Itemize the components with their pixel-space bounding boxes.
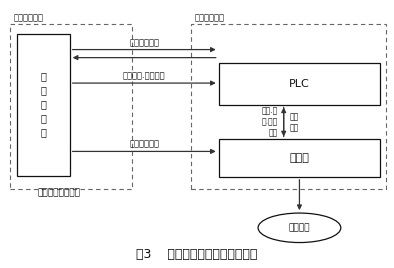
Text: 正转.反
转.复位
信号: 正转.反 转.复位 信号 xyxy=(262,106,278,137)
Text: 手动正向.反向信号: 手动正向.反向信号 xyxy=(123,71,165,80)
Text: PLC: PLC xyxy=(289,79,310,89)
Bar xyxy=(17,34,70,176)
Text: 包
装
操
作
台: 包 装 操 作 台 xyxy=(40,72,46,137)
Bar xyxy=(219,63,380,105)
Text: 变频器: 变频器 xyxy=(290,153,309,163)
Text: 频率调节信号: 频率调节信号 xyxy=(129,140,159,149)
Text: 报警
信号: 报警 信号 xyxy=(290,112,299,132)
Bar xyxy=(10,24,132,189)
Text: 图3    变频器具体控制信号走向图: 图3 变频器具体控制信号走向图 xyxy=(136,248,258,261)
Text: 现场电机: 现场电机 xyxy=(289,223,310,232)
Text: 设备现场元件: 设备现场元件 xyxy=(14,14,44,23)
Text: 信息显示信号: 信息显示信号 xyxy=(129,38,159,47)
Text: 控制回路信号走向: 控制回路信号走向 xyxy=(37,188,80,197)
Text: 控制柜内元件: 控制柜内元件 xyxy=(195,14,225,23)
Bar xyxy=(219,139,380,177)
Bar xyxy=(191,24,386,189)
